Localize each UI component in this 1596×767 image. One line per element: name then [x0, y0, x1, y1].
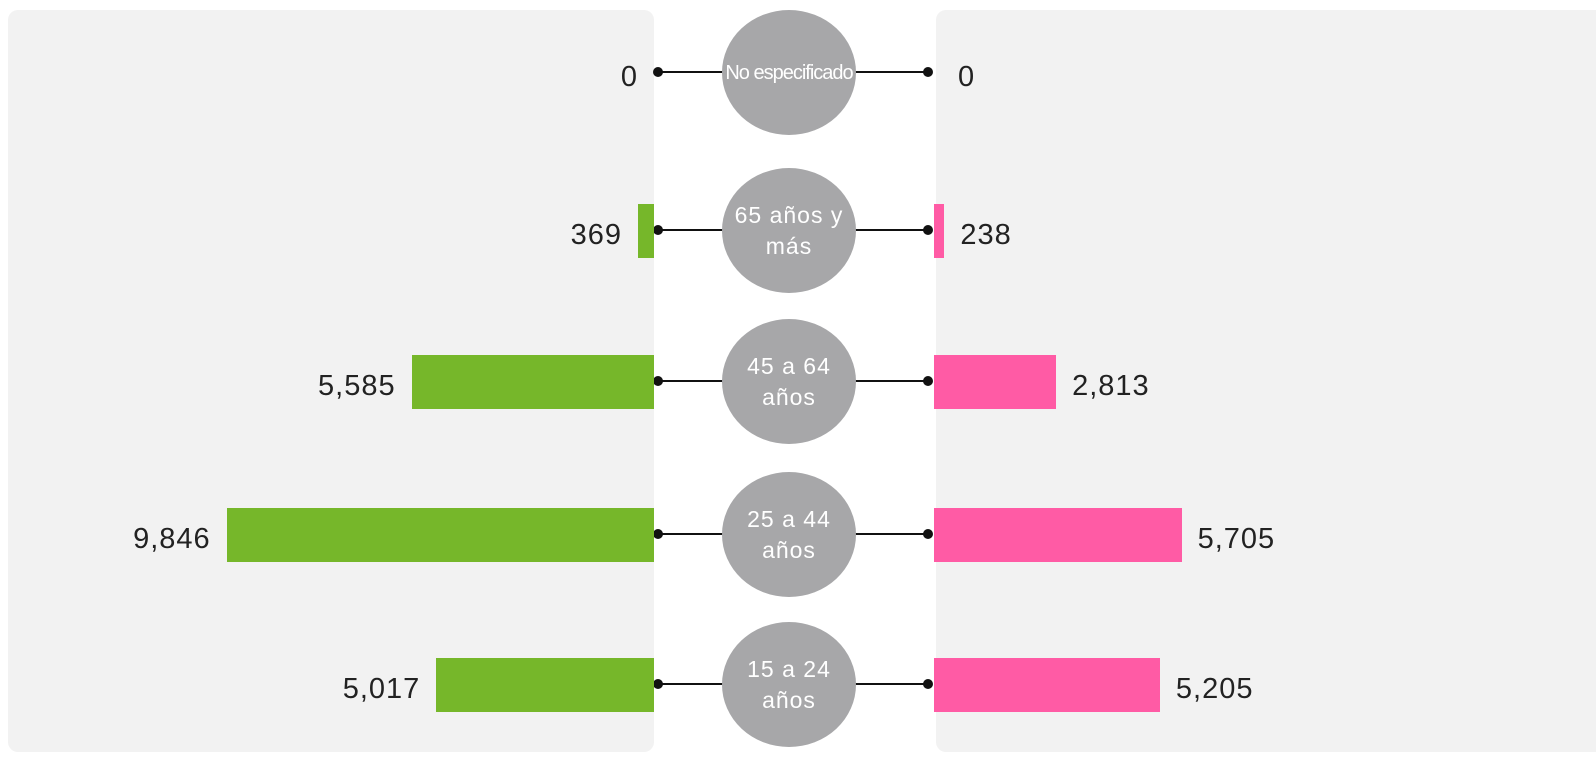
- category-circle: 45 a 64 años: [722, 319, 856, 444]
- value-label: 369: [570, 219, 622, 251]
- category-circle: No especificado: [722, 10, 856, 135]
- value-label: 0: [620, 61, 638, 93]
- value-label: 9,846: [133, 523, 211, 555]
- dot: [923, 376, 933, 386]
- value-label: 5,205: [1175, 673, 1254, 705]
- bar: [436, 658, 654, 712]
- value-label: 5,585: [318, 370, 396, 402]
- bar: [226, 508, 654, 562]
- bar: [411, 355, 654, 409]
- dot: [653, 67, 663, 77]
- bar: [934, 355, 1057, 409]
- dot: [923, 67, 933, 77]
- value-label: 2,813: [1072, 370, 1150, 402]
- dot: [653, 529, 663, 539]
- dot: [653, 376, 663, 386]
- dot: [653, 679, 663, 689]
- value-label: 5,017: [342, 673, 421, 705]
- dot: [923, 225, 933, 235]
- bar: [637, 204, 654, 258]
- bar: [934, 508, 1182, 562]
- category-circle: 65 años y más: [722, 168, 856, 293]
- category-circle: 25 a 44 años: [722, 472, 856, 597]
- value-label: 0: [958, 61, 976, 93]
- value-label: 238: [960, 219, 1012, 251]
- dot: [923, 529, 933, 539]
- category-circle: 15 a 24 años: [722, 622, 856, 747]
- bar: [934, 204, 945, 258]
- bar: [934, 658, 1160, 712]
- dot: [653, 225, 663, 235]
- value-label: 5,705: [1197, 523, 1276, 555]
- dot: [923, 679, 933, 689]
